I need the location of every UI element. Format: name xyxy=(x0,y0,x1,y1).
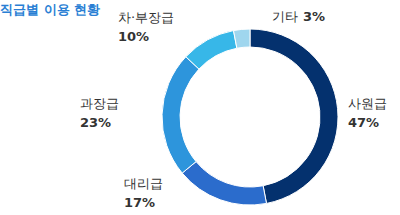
data-label: 대리급 17% xyxy=(124,176,163,210)
label-value: 17% xyxy=(124,195,155,210)
chart-svg: 직급별 이용 현황사원급 47% 대리급 17% 과장급 23% 차·부장급 10% 기타 3% xyxy=(0,0,400,215)
slice xyxy=(234,29,250,48)
data-label: 기타 3% xyxy=(272,9,325,24)
data-label: 과장급 23% xyxy=(80,96,119,130)
label-category: 과장급 xyxy=(80,96,119,111)
label-category: 기타 xyxy=(272,9,298,24)
label-value: 47% xyxy=(348,115,379,130)
label-value: 23% xyxy=(80,115,111,130)
data-labels: 사원급 47% 대리급 17% 과장급 23% 차·부장급 10% 기타 3% xyxy=(80,9,387,210)
slice xyxy=(250,29,338,203)
data-label: 차·부장급 10% xyxy=(118,10,174,44)
slice xyxy=(186,31,237,70)
label-category: 차·부장급 xyxy=(118,10,174,25)
chart-title: 직급별 이용 현황 xyxy=(0,2,100,17)
chart-container: 직급별 이용 현황사원급 47% 대리급 17% 과장급 23% 차·부장급 10% 기타 3% xyxy=(0,0,400,215)
slices xyxy=(162,29,338,205)
data-label: 사원급 47% xyxy=(348,96,387,130)
label-category: 대리급 xyxy=(124,176,163,191)
slice xyxy=(162,57,199,173)
slice xyxy=(182,162,266,205)
label-category: 사원급 xyxy=(348,96,387,111)
label-value: 3% xyxy=(303,9,325,24)
label-value: 10% xyxy=(118,29,149,44)
